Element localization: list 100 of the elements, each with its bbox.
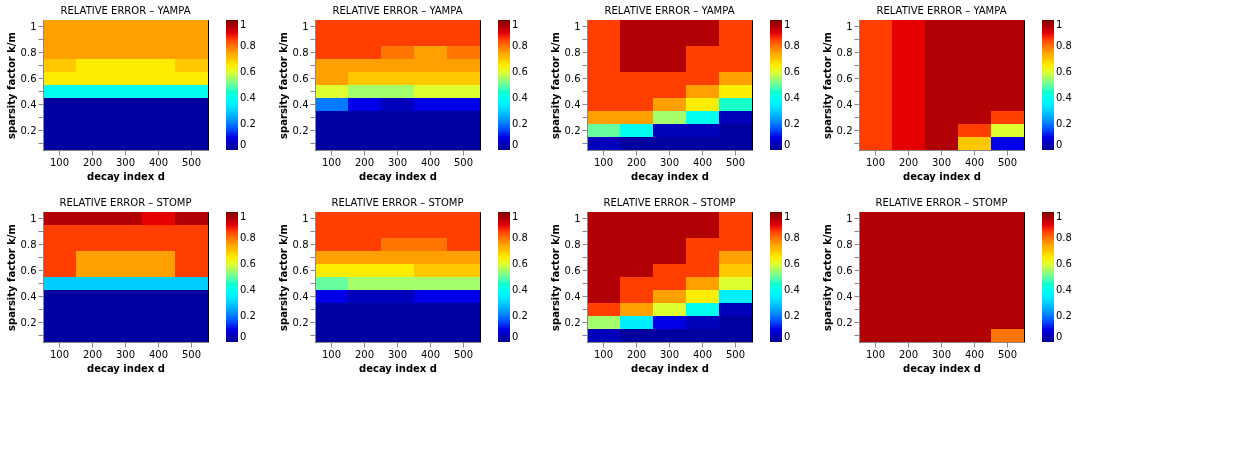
x-axis-title: decay index d bbox=[631, 170, 709, 182]
x-tick-label: 200 bbox=[626, 156, 647, 168]
color-bar-label: 0.4 bbox=[512, 284, 528, 295]
x-axis-title: decay index d bbox=[631, 362, 709, 374]
chart-title: RELATIVE ERROR – YAMPA bbox=[604, 5, 735, 16]
color-bar-label: 0.6 bbox=[784, 66, 800, 77]
x-axis-title: decay index d bbox=[903, 362, 981, 374]
x-tick-label: 100 bbox=[593, 156, 614, 168]
x-axis-title: decay index d bbox=[903, 170, 981, 182]
x-tick-label: 200 bbox=[898, 156, 919, 168]
x-tick-label: 500 bbox=[725, 348, 746, 360]
x-tick-label: 400 bbox=[420, 348, 441, 360]
color-bar-label: 0.4 bbox=[1056, 92, 1072, 103]
color-bar-label: 0.4 bbox=[240, 284, 256, 295]
x-tick-label: 500 bbox=[453, 348, 474, 360]
color-bar-label: 1 bbox=[240, 19, 247, 30]
y-tick-label: 0.4 bbox=[564, 290, 581, 302]
color-bar-label: 0.8 bbox=[784, 40, 800, 51]
y-tick-label: 0.6 bbox=[20, 264, 37, 276]
color-bar-label: 0.8 bbox=[1056, 232, 1072, 243]
color-bar-label: 0.4 bbox=[784, 284, 800, 295]
color-bar-label: 0.4 bbox=[240, 92, 256, 103]
color-bar-label: 0.8 bbox=[512, 232, 528, 243]
color-bar-label: 0.8 bbox=[1056, 40, 1072, 51]
color-bar-label: 0.6 bbox=[240, 66, 256, 77]
y-tick-label: 0.6 bbox=[564, 72, 581, 84]
y-tick-label: 0.6 bbox=[20, 72, 37, 84]
color-bar-label: 1 bbox=[1056, 19, 1063, 30]
y-tick-label: 0.4 bbox=[292, 98, 309, 110]
x-tick-label: 200 bbox=[82, 348, 103, 360]
y-tick-label: 1 bbox=[846, 20, 853, 32]
x-tick-label: 100 bbox=[321, 156, 342, 168]
y-tick-label: 1 bbox=[574, 20, 581, 32]
x-tick-label: 400 bbox=[148, 348, 169, 360]
y-tick-label: 0.4 bbox=[292, 290, 309, 302]
color-bar-label: 1 bbox=[512, 19, 519, 30]
y-tick-label: 0.2 bbox=[20, 124, 37, 136]
x-tick-label: 200 bbox=[82, 156, 103, 168]
x-tick-label: 500 bbox=[181, 156, 202, 168]
x-tick-label: 500 bbox=[997, 348, 1018, 360]
y-tick-label: 0.6 bbox=[292, 264, 309, 276]
color-bar-label: 0 bbox=[512, 139, 519, 150]
color-bar-label: 0.6 bbox=[784, 258, 800, 269]
y-axis-title: sparsity factor k/m bbox=[821, 32, 833, 139]
y-tick-label: 0.2 bbox=[836, 316, 853, 328]
y-tick-label: 0.2 bbox=[20, 316, 37, 328]
y-tick-label: 0.8 bbox=[836, 238, 853, 250]
color-bar-label: 0.2 bbox=[784, 310, 800, 321]
x-tick-label: 100 bbox=[593, 348, 614, 360]
x-tick-label: 500 bbox=[181, 348, 202, 360]
color-bar-label: 1 bbox=[784, 211, 791, 222]
x-axis-title: decay index d bbox=[87, 362, 165, 374]
y-tick-label: 0.2 bbox=[564, 316, 581, 328]
x-tick-label: 400 bbox=[964, 348, 985, 360]
y-tick-label: 1 bbox=[30, 212, 37, 224]
color-bar-label: 0.2 bbox=[784, 118, 800, 129]
x-axis-title: decay index d bbox=[87, 170, 165, 182]
x-tick-label: 300 bbox=[387, 156, 408, 168]
color-bar-label: 0 bbox=[784, 139, 791, 150]
x-tick-label: 200 bbox=[354, 348, 375, 360]
color-bar-label: 0.6 bbox=[512, 66, 528, 77]
color-bar-label: 0.6 bbox=[1056, 66, 1072, 77]
x-tick-label: 500 bbox=[453, 156, 474, 168]
color-bar-label: 0 bbox=[1056, 139, 1063, 150]
y-axis-title: sparsity factor k/m bbox=[549, 224, 561, 331]
color-bar-label: 0.2 bbox=[240, 118, 256, 129]
chart-title: RELATIVE ERROR – STOMP bbox=[875, 197, 1008, 208]
y-tick-label: 0.4 bbox=[20, 290, 37, 302]
color-bar-label: 0.2 bbox=[512, 310, 528, 321]
x-tick-label: 100 bbox=[321, 348, 342, 360]
y-axis-title: sparsity factor k/m bbox=[277, 224, 289, 331]
y-tick-label: 0.6 bbox=[564, 264, 581, 276]
x-tick-label: 100 bbox=[49, 348, 70, 360]
y-tick-label: 0.8 bbox=[292, 238, 309, 250]
color-bar-label: 0 bbox=[240, 139, 247, 150]
x-tick-label: 200 bbox=[626, 348, 647, 360]
x-tick-label: 400 bbox=[692, 156, 713, 168]
y-axis-title: sparsity factor k/m bbox=[5, 224, 17, 331]
y-tick-label: 0.2 bbox=[836, 124, 853, 136]
y-tick-label: 0.2 bbox=[564, 124, 581, 136]
x-tick-label: 400 bbox=[692, 348, 713, 360]
y-tick-label: 0.8 bbox=[564, 238, 581, 250]
y-tick-label: 1 bbox=[30, 20, 37, 32]
chart-title: RELATIVE ERROR – STOMP bbox=[331, 197, 464, 208]
x-tick-label: 300 bbox=[115, 348, 136, 360]
x-tick-label: 300 bbox=[659, 348, 680, 360]
y-tick-label: 0.6 bbox=[292, 72, 309, 84]
x-tick-label: 300 bbox=[387, 348, 408, 360]
color-bar-label: 0.2 bbox=[1056, 310, 1072, 321]
color-bar-label: 1 bbox=[1056, 211, 1063, 222]
x-tick-label: 400 bbox=[964, 156, 985, 168]
y-tick-label: 0.2 bbox=[292, 316, 309, 328]
x-tick-label: 500 bbox=[997, 156, 1018, 168]
color-bar-label: 0.2 bbox=[1056, 118, 1072, 129]
color-bar-label: 0.4 bbox=[1056, 284, 1072, 295]
color-bar-label: 0.2 bbox=[240, 310, 256, 321]
chart-title: RELATIVE ERROR – YAMPA bbox=[876, 5, 1007, 16]
color-bar-label: 0 bbox=[512, 331, 519, 342]
x-tick-label: 300 bbox=[115, 156, 136, 168]
color-bar-label: 0.8 bbox=[240, 40, 256, 51]
